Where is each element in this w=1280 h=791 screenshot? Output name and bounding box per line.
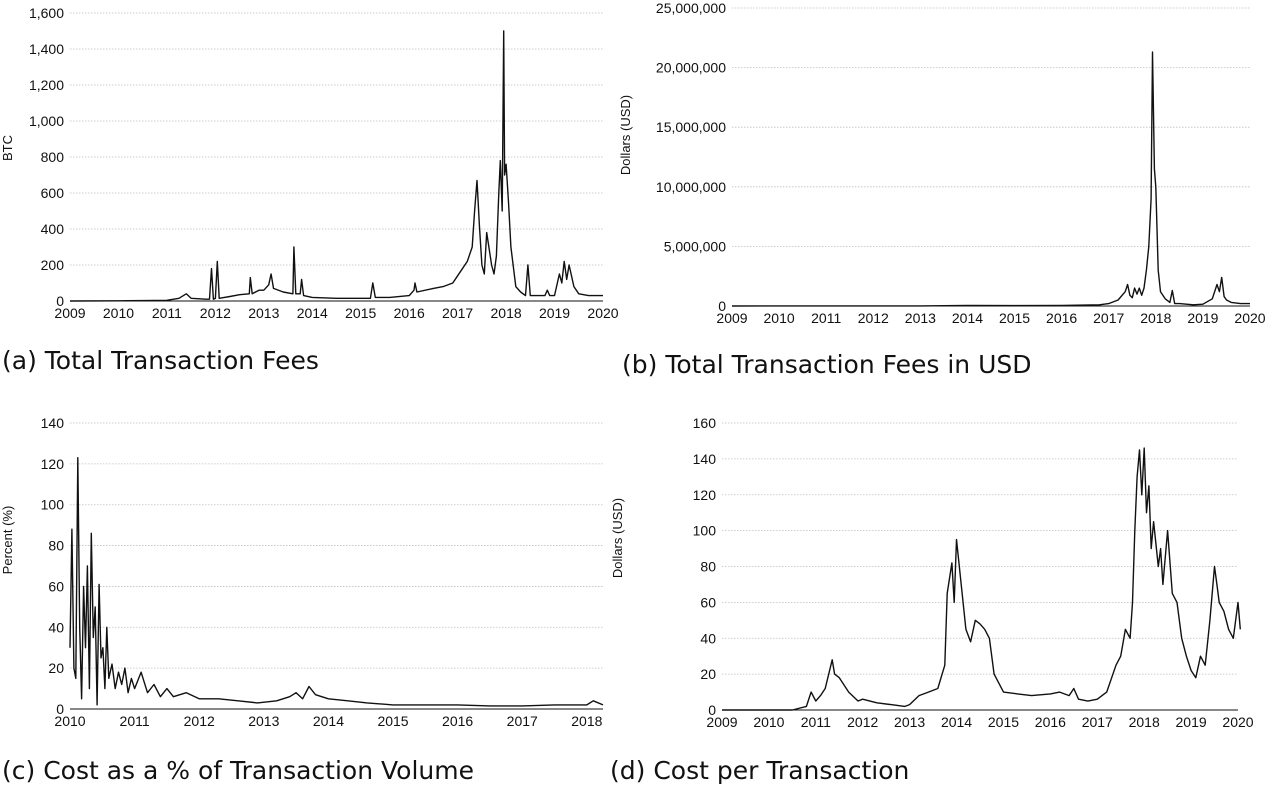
- chart-b-caption: (b) Total Transaction Fees in USD: [622, 350, 1032, 379]
- chart-panel-d: 0 20 40 60 80 100 120 140 160 2009 2010 2011 2012 201…: [610, 400, 1280, 791]
- chart-b-y-axis-label: Dollars (USD): [618, 95, 633, 175]
- chart-a-y-axis-label: BTC: [0, 135, 15, 161]
- chart-a-xtick-label: 2019: [539, 305, 570, 321]
- chart-d-ytick-label: 100: [693, 523, 717, 539]
- chart-b-xtick-label: 2012: [858, 310, 889, 326]
- chart-c-ytick-label: 120: [41, 456, 65, 472]
- chart-a-xtick-label: 2014: [297, 305, 328, 321]
- chart-a-xtick-label: 2012: [200, 305, 231, 321]
- chart-a-ytick-label: 400: [41, 221, 65, 237]
- chart-d-caption: (d) Cost per Transaction: [610, 756, 910, 785]
- chart-a-xtick-label: 2020: [587, 305, 618, 321]
- chart-panel-c: 0 20 40 60 80 100 120 140 2010 2011 2012 2013 2014 20…: [0, 400, 620, 791]
- chart-c-xtick-label: 2018: [571, 713, 602, 729]
- chart-a-ytick-label: 600: [41, 185, 65, 201]
- chart-d-xtick-label: 2016: [1035, 714, 1066, 730]
- chart-a-xtick-label: 2009: [54, 305, 85, 321]
- chart-c-xtick-label: 2012: [184, 713, 215, 729]
- chart-a-ytick-label: 1,600: [29, 5, 64, 21]
- chart-b-ytick-label: 20,000,000: [656, 60, 726, 76]
- chart-c-ytick-label: 60: [48, 578, 64, 594]
- chart-b-xtick-label: 2009: [716, 310, 747, 326]
- chart-b-ytick-label: 0: [718, 298, 726, 314]
- chart-b-ytick-label: 15,000,000: [656, 119, 726, 135]
- chart-a-xtick-label: 2018: [491, 305, 522, 321]
- chart-c-ytick-label: 80: [48, 538, 64, 554]
- chart-c-xtick-label: 2015: [377, 713, 408, 729]
- chart-d-ytick-label: 40: [700, 630, 716, 646]
- chart-d-ytick-label: 20: [700, 666, 716, 682]
- chart-c-xtick-label: 2014: [313, 713, 344, 729]
- chart-b-series-line: [731, 51, 1250, 307]
- chart-b-xtick-label: 2013: [905, 310, 936, 326]
- chart-a-series-line: [69, 30, 603, 302]
- chart-a-svg: 0 200 400 600 800 1,000 1,200 1,400 1,600 2009 201…: [0, 5, 619, 321]
- chart-c-xtick-label: 2013: [248, 713, 279, 729]
- chart-d-xtick-label: 2017: [1082, 714, 1113, 730]
- chart-a-ytick-label: 800: [41, 149, 65, 165]
- chart-d-y-axis-label: Dollars (USD): [610, 498, 625, 578]
- chart-b-xtick-label: 2014: [952, 310, 983, 326]
- chart-b-ytick-label: 25,000,000: [656, 0, 726, 16]
- chart-c-ytick-label: 20: [48, 660, 64, 676]
- chart-a-ytick-label: 0: [56, 293, 64, 309]
- chart-b-xtick-label: 2010: [764, 310, 795, 326]
- chart-c-ytick-label: 100: [41, 497, 65, 513]
- chart-a-xtick-label: 2016: [394, 305, 425, 321]
- chart-panel-a: 0 200 400 600 800 1,000 1,200 1,400 1,600 2009 201…: [0, 0, 640, 395]
- chart-d-ytick-label: 80: [700, 559, 716, 575]
- chart-d-xtick-label: 2020: [1222, 714, 1253, 730]
- chart-d-xtick-label: 2013: [894, 714, 925, 730]
- chart-d-ytick-label: 120: [693, 487, 717, 503]
- chart-c-xtick-label: 2017: [507, 713, 538, 729]
- chart-b-xtick-label: 2016: [1046, 310, 1077, 326]
- chart-a-ytick-label: 1,000: [29, 113, 64, 129]
- chart-d-ytick-label: 0: [708, 702, 716, 718]
- chart-d-xtick-label: 2015: [988, 714, 1019, 730]
- chart-a-xtick-label: 2015: [345, 305, 376, 321]
- chart-d-xtick-label: 2019: [1176, 714, 1207, 730]
- chart-d-xtick-label: 2010: [753, 714, 784, 730]
- chart-c-ytick-label: 0: [56, 701, 64, 717]
- chart-b-xtick-label: 2017: [1093, 310, 1124, 326]
- chart-a-caption: (a) Total Transaction Fees: [2, 346, 319, 375]
- chart-c-ytick-label: 40: [48, 619, 64, 635]
- chart-c-svg: 0 20 40 60 80 100 120 140 2010 2011 2012 2013 2014 20…: [0, 415, 604, 729]
- chart-c-series-line: [69, 457, 604, 707]
- chart-d-xtick-label: 2012: [847, 714, 878, 730]
- chart-a-xtick-label: 2013: [248, 305, 279, 321]
- chart-c-xtick-label: 2010: [54, 713, 85, 729]
- chart-d-ytick-label: 60: [700, 594, 716, 610]
- chart-d-ytick-label: 160: [693, 415, 717, 431]
- chart-c-caption: (c) Cost as a % of Transaction Volume: [2, 756, 474, 785]
- chart-c-xtick-label: 2016: [442, 713, 473, 729]
- chart-a-ytick-label: 1,200: [29, 77, 64, 93]
- chart-a-xtick-label: 2011: [152, 305, 182, 321]
- chart-a-ytick-label: 200: [41, 257, 65, 273]
- chart-d-xtick-label: 2011: [801, 714, 831, 730]
- chart-b-xtick-label: 2018: [1140, 310, 1171, 326]
- chart-b-xtick-label: 2020: [1234, 310, 1265, 326]
- chart-c-xtick-label: 2011: [120, 713, 150, 729]
- chart-b-xtick-label: 2011: [811, 310, 841, 326]
- chart-d-xtick-label: 2009: [706, 714, 737, 730]
- chart-a-ytick-label: 1,400: [29, 41, 64, 57]
- chart-a-xtick-label: 2010: [103, 305, 134, 321]
- chart-d-xtick-label: 2018: [1129, 714, 1160, 730]
- chart-d-series-line: [722, 447, 1241, 711]
- chart-d-ytick-label: 140: [693, 451, 717, 467]
- chart-b-ytick-label: 5,000,000: [664, 238, 726, 254]
- chart-b-ytick-label: 10,000,000: [656, 179, 726, 195]
- chart-a-xtick-label: 2017: [442, 305, 473, 321]
- chart-b-svg: 0 5,000,000 10,000,000 15,000,000 20,000,000…: [618, 0, 1266, 326]
- chart-c-ytick-label: 140: [41, 415, 65, 431]
- chart-c-y-axis-label: Percent (%): [0, 506, 15, 575]
- chart-b-xtick-label: 2015: [999, 310, 1030, 326]
- chart-panel-b: 0 5,000,000 10,000,000 15,000,000 20,000,000…: [618, 0, 1280, 395]
- chart-d-svg: 0 20 40 60 80 100 120 140 160 2009 2010 2011 2012 201…: [610, 415, 1254, 730]
- chart-b-xtick-label: 2019: [1187, 310, 1218, 326]
- chart-d-xtick-label: 2014: [941, 714, 972, 730]
